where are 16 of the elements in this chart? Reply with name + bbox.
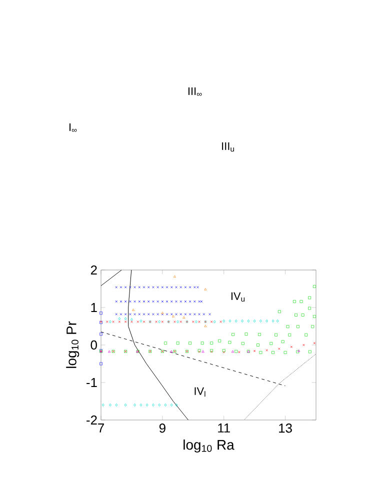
- y-tick-label: 1: [91, 303, 97, 312]
- text: III$_{∞}$: [188, 87, 202, 96]
- text: I$_{∞}$: [70, 123, 77, 132]
- annotation: IV$_{l}$: [194, 387, 206, 397]
- x-tick-label: 11: [218, 424, 230, 432]
- x-tick-label: 7: [98, 424, 104, 432]
- x-axis-title: log$_{10}$ Ra: [184, 440, 234, 453]
- annotation: IV$_{u}$: [231, 292, 245, 302]
- y-axis-title: log$_{10}$ Pr: [66, 321, 80, 368]
- x-tick-label: 9: [159, 424, 166, 433]
- y-tick-label: 2: [90, 265, 97, 275]
- text: III$_{u}$: [222, 142, 234, 152]
- y-tick-label: -2: [86, 415, 97, 425]
- x-tick-label: 13: [279, 424, 292, 433]
- y-tick-label: 0: [90, 340, 97, 350]
- y-tick-label: -1: [86, 378, 97, 387]
